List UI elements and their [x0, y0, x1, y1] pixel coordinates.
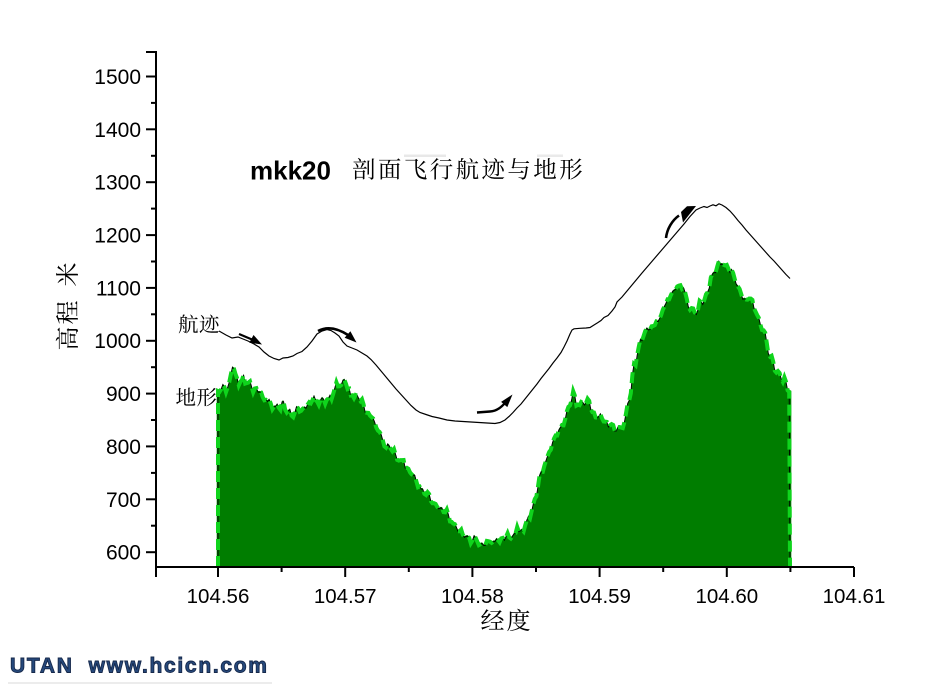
svg-text:UTAN www.hcicn.com: UTAN www.hcicn.com — [10, 655, 269, 678]
svg-text:104.56: 104.56 — [187, 585, 250, 608]
svg-text:700: 700 — [106, 489, 141, 512]
svg-text:104.57: 104.57 — [314, 585, 377, 608]
svg-text:1200: 1200 — [94, 225, 141, 248]
svg-text:104.59: 104.59 — [568, 585, 631, 608]
svg-text:104.58: 104.58 — [441, 585, 504, 608]
svg-text:1500: 1500 — [94, 66, 141, 89]
svg-text:800: 800 — [106, 436, 141, 459]
svg-text:900: 900 — [106, 383, 141, 406]
svg-text:mkk20: mkk20 — [250, 156, 331, 186]
svg-text:600: 600 — [106, 542, 141, 565]
svg-text:104.61: 104.61 — [823, 585, 886, 608]
svg-text:104.60: 104.60 — [695, 585, 758, 608]
svg-text:1400: 1400 — [94, 119, 141, 142]
svg-text:1000: 1000 — [94, 330, 141, 353]
svg-text:1300: 1300 — [94, 172, 141, 195]
svg-text:1100: 1100 — [96, 277, 141, 300]
